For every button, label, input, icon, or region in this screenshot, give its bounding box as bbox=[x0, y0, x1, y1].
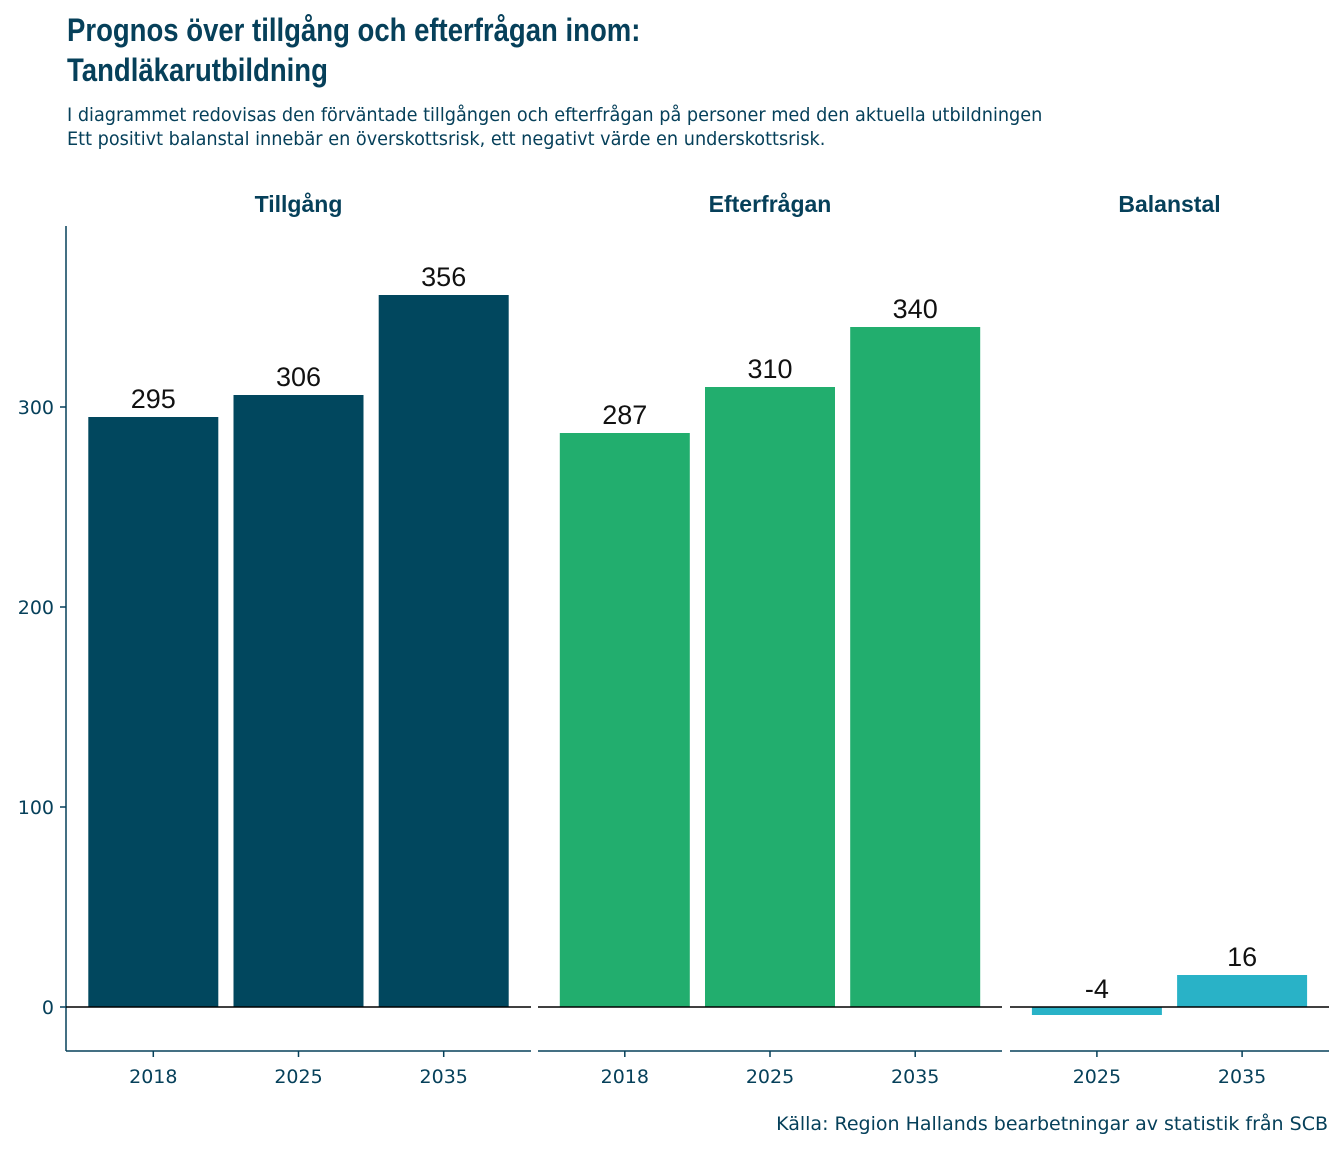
x-tick-label-2-0: 2025 bbox=[1073, 1066, 1121, 1088]
panel-title-0: Tillgång bbox=[255, 191, 343, 217]
x-tick-label-1-1: 2025 bbox=[746, 1066, 794, 1088]
data-label-1-0: 287 bbox=[602, 400, 647, 430]
bar-0-1 bbox=[233, 395, 364, 1007]
x-tick-label-0-0: 2018 bbox=[129, 1066, 177, 1088]
bar-1-2 bbox=[850, 327, 981, 1007]
data-label-2-1: 16 bbox=[1227, 942, 1257, 972]
bar-0-2 bbox=[378, 295, 509, 1007]
data-label-2-0: -4 bbox=[1085, 974, 1109, 1004]
y-tick-label: 100 bbox=[18, 797, 54, 819]
x-tick-label-2-1: 2035 bbox=[1218, 1066, 1266, 1088]
source-caption: Källa: Region Hallands bearbetningar av … bbox=[776, 1113, 1328, 1135]
bar-1-0 bbox=[559, 433, 690, 1007]
chart-subtitle-line-2: Ett positivt balanstal innebär en översk… bbox=[67, 128, 826, 150]
data-label-0-1: 306 bbox=[276, 362, 321, 392]
y-tick-label: 200 bbox=[18, 597, 54, 619]
chart-title-line-2: Tandläkarutbildning bbox=[67, 52, 328, 88]
data-label-0-0: 295 bbox=[131, 384, 176, 414]
y-tick-label: 0 bbox=[42, 997, 54, 1019]
data-label-1-2: 340 bbox=[893, 294, 938, 324]
chart-subtitle-line-1: I diagrammet redovisas den förväntade ti… bbox=[67, 104, 1043, 126]
x-tick-label-1-2: 2035 bbox=[891, 1066, 939, 1088]
chart-subtitle: I diagrammet redovisas den förväntade ti… bbox=[67, 103, 1239, 151]
bar-2-1 bbox=[1177, 975, 1308, 1007]
x-tick-label-0-2: 2035 bbox=[420, 1066, 468, 1088]
bar-2-0 bbox=[1031, 1007, 1162, 1015]
bar-1-1 bbox=[705, 387, 835, 1007]
x-tick-label-1-0: 2018 bbox=[601, 1066, 649, 1088]
x-tick-label-0-1: 2025 bbox=[274, 1066, 322, 1088]
panel-title-2: Balanstal bbox=[1118, 191, 1220, 217]
chart-title: Prognos över tillgång och efterfrågan in… bbox=[67, 10, 1099, 90]
chart-title-line-1: Prognos över tillgång och efterfrågan in… bbox=[67, 12, 641, 48]
panel-title-1: Efterfrågan bbox=[709, 191, 832, 217]
data-label-0-2: 356 bbox=[421, 262, 466, 292]
data-label-1-1: 310 bbox=[747, 354, 792, 384]
y-tick-label: 300 bbox=[18, 397, 54, 419]
bar-0-0 bbox=[88, 417, 219, 1007]
